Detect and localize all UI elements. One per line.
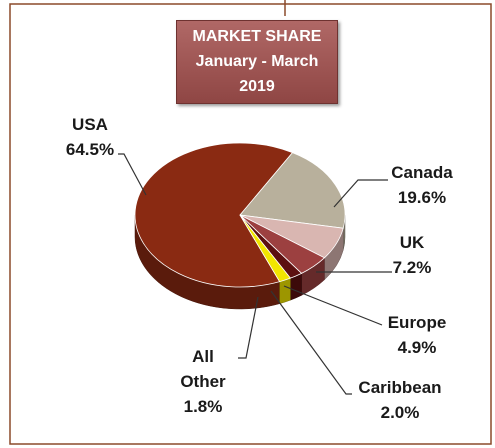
category-label: UK <box>399 233 425 252</box>
slice-label: Caribbean 2.0% <box>350 375 450 425</box>
title-box: MARKET SHARE January - March 2019 <box>176 20 338 104</box>
value-label: 7.2% <box>392 258 432 277</box>
slice-label: All Other 1.8% <box>172 344 234 419</box>
category-label: All Other <box>180 347 226 391</box>
slice <box>239 152 346 229</box>
leader-line <box>270 290 352 395</box>
slice <box>134 142 294 288</box>
leader-line <box>283 285 383 326</box>
chart-title: MARKET SHARE <box>192 28 322 45</box>
category-label: USA <box>72 115 108 134</box>
value-label: 2.0% <box>380 403 420 422</box>
slice-label: Europe 4.9% <box>372 310 462 360</box>
slice-side <box>279 277 291 304</box>
value-label: 64.5% <box>65 140 115 159</box>
category-label: Caribbean <box>358 378 442 397</box>
value-label: 4.9% <box>397 338 437 357</box>
slice <box>239 214 292 283</box>
slice-label: USA 64.5% <box>40 112 140 162</box>
category-label: Europe <box>387 313 447 332</box>
slice-label: UK 7.2% <box>372 230 452 280</box>
category-label: Canada <box>391 163 453 182</box>
leader-line <box>238 296 259 359</box>
leader-line <box>118 153 147 196</box>
frame <box>9 3 492 445</box>
slice-label: Canada 19.6% <box>372 160 472 210</box>
leader-line <box>333 179 388 208</box>
value-label: 19.6% <box>397 188 447 207</box>
value-label: 1.8% <box>183 397 223 416</box>
chart-subtitle: January - March 2019 <box>195 53 319 95</box>
